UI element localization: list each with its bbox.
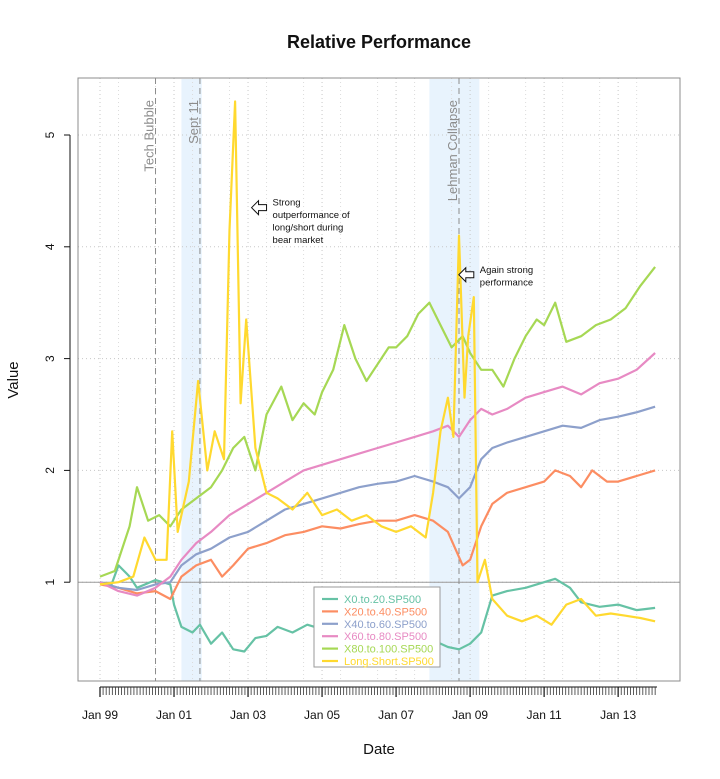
plot-frame: [77, 77, 681, 682]
annotation-text: long/short during: [273, 223, 344, 234]
y-tick-label: 5: [43, 131, 57, 138]
y-tick-label: 1: [43, 579, 57, 586]
annotation-arrow: [250, 199, 268, 216]
x-axis-label: Date: [363, 741, 395, 758]
y-axis-label: Value: [5, 361, 22, 398]
series-line-1: [99, 469, 656, 601]
legend-label: X40.to.60.SP500: [344, 619, 427, 631]
series-line-4: [99, 266, 656, 578]
x-tick-label: Jan 07: [378, 708, 414, 722]
x-tick-label: Jan 01: [156, 708, 192, 722]
legend-label: X80.to.100.SP500: [344, 644, 433, 656]
annotation-text: performance: [480, 277, 533, 288]
series-line-3: [99, 352, 656, 597]
annotation-text: Strong: [273, 198, 301, 209]
y-tick-label: 4: [43, 243, 57, 250]
legend-label: X20.to.40.SP500: [344, 606, 427, 618]
x-tick-label: Jan 13: [600, 708, 636, 722]
series-line-2: [99, 405, 656, 592]
legend-box: [313, 586, 441, 668]
x-tick-label: Jan 11: [527, 708, 562, 722]
event-label: Lehman Collapse: [445, 100, 460, 201]
annotation-text: Again strong: [480, 265, 533, 276]
x-tick-label: Jan 05: [304, 708, 340, 722]
series-line-5: [99, 100, 656, 626]
annotation-text: bear market: [273, 235, 324, 246]
series-lines: [99, 100, 656, 653]
y-tick-label: 2: [43, 467, 57, 474]
chart-title: Relative Performance: [287, 32, 471, 52]
annotation-arrow: [458, 266, 475, 283]
shaded-period: [181, 79, 202, 681]
annotation-text: outperformance of: [273, 210, 350, 221]
axes: Jan 99 Jan 01 Jan 03 Jan 05 Jan 07 Jan 09 Jan …: [43, 131, 657, 722]
legend: X0.to.20.SP500X20.to.40.SP500X40.to.60.S…: [313, 586, 441, 668]
event-label: Sept 11: [186, 100, 201, 144]
legend-label: X0.to.20.SP500: [344, 594, 421, 606]
x-tick-label: Jan 09: [452, 708, 488, 722]
y-tick-label: 3: [43, 355, 57, 362]
x-tick-label: Jan 03: [230, 708, 266, 722]
legend-label: X60.to.80.SP500: [344, 631, 427, 643]
legend-label: Long.Short.SP500: [344, 656, 434, 668]
x-tick-label: Jan 99: [82, 708, 118, 722]
event-label: Tech Bubble: [142, 100, 157, 172]
